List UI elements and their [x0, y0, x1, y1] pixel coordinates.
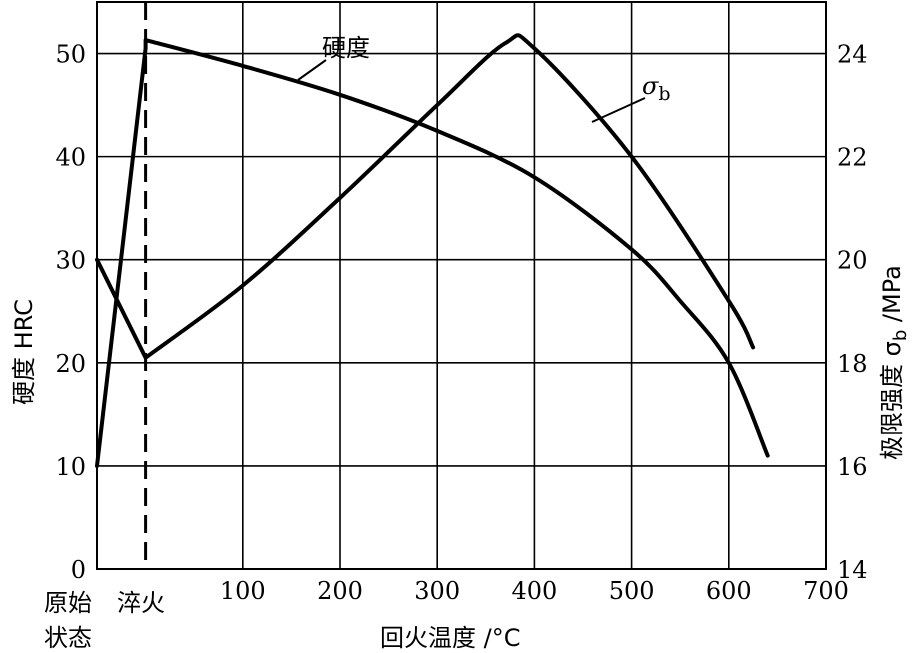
y-axis-right-label: 极限强度 σb /MPa	[878, 265, 911, 460]
y-left-tick-label: 0	[71, 556, 86, 584]
x-tick-label: 200	[317, 577, 363, 605]
sigma-b-curve	[95, 33, 756, 360]
x-tick-label: 100	[220, 577, 266, 605]
y-right-tick-label: 20	[837, 247, 868, 275]
hardness-curve	[95, 38, 770, 468]
x-category-quench: 淬火	[117, 589, 165, 617]
y-left-tick-label: 10	[55, 453, 86, 481]
y-right-label-suffix: /MPa	[878, 265, 906, 330]
y-left-tick-label: 50	[55, 41, 86, 69]
x-category-original-1: 原始	[44, 589, 92, 617]
y-right-tick-label: 16	[837, 453, 868, 481]
x-tick-label: 700	[803, 577, 849, 605]
y-left-tick-label: 40	[55, 144, 86, 172]
x-category-original-2: 状态	[44, 624, 92, 652]
x-tick-label: 500	[609, 577, 655, 605]
y-axis-left-label: 硬度 HRC	[10, 299, 38, 405]
y-right-label-subscript: b	[890, 330, 911, 341]
y-right-tick-label: 24	[837, 41, 868, 69]
x-tick-label: 600	[706, 577, 752, 605]
y-right-tick-label: 14	[837, 556, 868, 584]
sigma-label-subscript: b	[658, 83, 670, 105]
plot-frame	[96, 1, 827, 570]
y-right-label-prefix: 极限强度 σ	[878, 341, 906, 460]
hardness-curve-label: 硬度	[322, 34, 370, 62]
curves	[95, 2, 770, 569]
y-left-tick-label: 30	[55, 247, 86, 275]
y-right-tick-label: 18	[837, 350, 868, 378]
y-left-tick-label: 20	[55, 350, 86, 378]
sigma-label-symbol: σ	[642, 72, 659, 100]
x-axis-label: 回火温度 /°C	[380, 624, 520, 652]
hardness-label-leader	[297, 59, 327, 81]
y-right-tick-label: 22	[837, 144, 868, 172]
tick-labels: 100 200 300 400 500 600 700 0 10 20 30 40 50 14 16 18 20…	[55, 41, 867, 605]
x-tick-label: 300	[414, 577, 460, 605]
sigma-label-leader	[591, 97, 646, 123]
x-tick-label: 400	[511, 577, 557, 605]
sigma-curve-label: σb	[642, 72, 671, 105]
